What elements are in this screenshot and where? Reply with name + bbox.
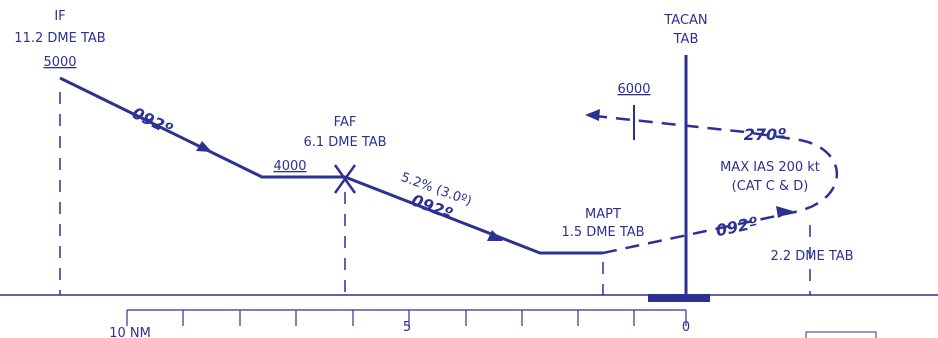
missed-cat: (CAT C & D) [732, 179, 809, 194]
course: 270º [744, 125, 786, 144]
faf-alt: 4000 [273, 159, 306, 174]
faf-symbol [333, 164, 357, 194]
tacan-bar [648, 294, 710, 302]
scale-label: 10 NM [109, 326, 151, 338]
missed-speed: MAX IAS 200 kt [720, 160, 820, 175]
course: 092º [714, 213, 759, 240]
mapt-dist: 1.5 DME TAB [561, 225, 644, 240]
course: 092º [129, 103, 175, 139]
turn-dist: 2.2 DME TAB [770, 249, 853, 264]
tacan-name: TACAN [663, 13, 707, 28]
arrows [196, 109, 793, 241]
scale-box [805, 331, 877, 338]
faf-name: FAF [334, 115, 357, 130]
missed-alt: 6000 [617, 82, 650, 97]
if-alt: 5000 [43, 55, 76, 70]
mapt-name: MAPT [585, 207, 621, 222]
fix-lines [59, 92, 811, 295]
scale-label: 5 [403, 320, 411, 335]
tacan-dist: TAB [673, 32, 699, 47]
distance-scale [126, 309, 687, 326]
missed-approach-path [594, 114, 839, 255]
if-name: IF [54, 9, 65, 24]
if-dist: 11.2 DME TAB [14, 31, 105, 46]
faf-dist: 6.1 DME TAB [303, 135, 386, 150]
scale-label: 0 [682, 320, 690, 335]
